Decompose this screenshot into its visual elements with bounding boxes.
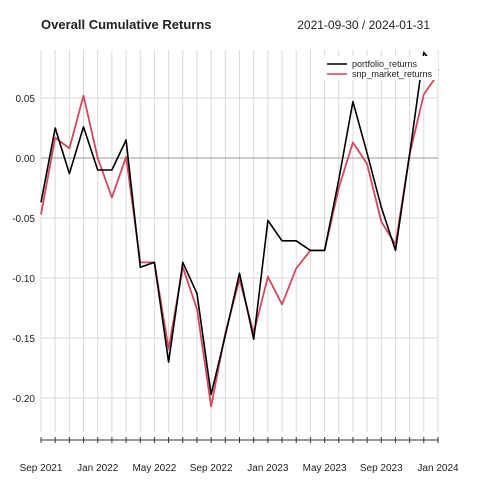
y-tick-label: 0.00	[16, 154, 36, 165]
grid-layer	[40, 50, 439, 432]
legend-label: snp_market_returns	[352, 69, 433, 79]
y-tick-label: -0.05	[12, 214, 35, 225]
x-tick-label: Jan 2024	[417, 463, 459, 474]
x-tick-label: May 2023	[303, 463, 347, 474]
series-line-portfolio-returns	[40, 51, 439, 396]
series-line-snp-market-returns	[40, 73, 439, 408]
y-tick-label: -0.15	[12, 334, 35, 345]
series-layer	[40, 51, 439, 408]
y-tick-label: -0.20	[12, 394, 35, 405]
y-tick-label: -0.10	[12, 274, 35, 285]
date-range-label: 2021-09-30 / 2024-01-31	[297, 18, 430, 32]
legend-background	[322, 56, 438, 80]
axis-layer: 0.05 0.00 -0.05 -0.10 -0.15 -0.20 Sep 2021 Jan …	[12, 94, 459, 474]
x-tick-label: Jan 2022	[77, 463, 119, 474]
x-tick-label: Jan 2023	[247, 463, 289, 474]
x-tick-label: Sep 2023	[360, 463, 403, 474]
chart-title: Overall Cumulative Returns	[41, 17, 212, 32]
x-tick-label: Sep 2021	[20, 463, 63, 474]
y-tick-label: 0.05	[16, 94, 36, 105]
x-tick-label: May 2022	[132, 463, 176, 474]
x-tick-label: Sep 2022	[190, 463, 233, 474]
legend-label: portfolio_returns	[352, 59, 418, 69]
